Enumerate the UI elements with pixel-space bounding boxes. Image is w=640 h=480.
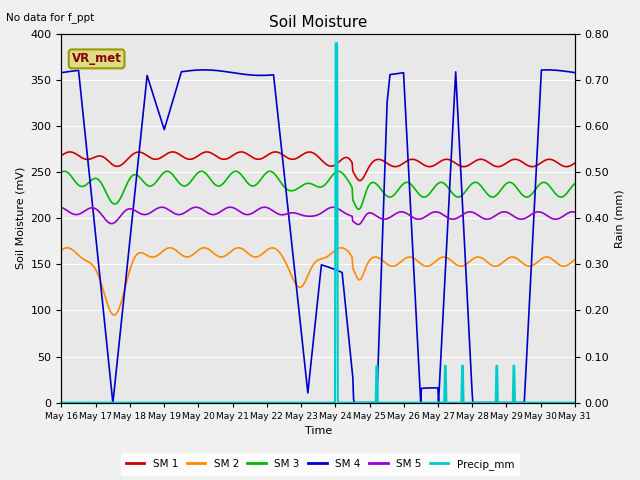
Text: VR_met: VR_met bbox=[72, 52, 122, 65]
Y-axis label: Rain (mm): Rain (mm) bbox=[615, 189, 625, 248]
Legend: SM 1, SM 2, SM 3, SM 4, SM 5, Precip_mm: SM 1, SM 2, SM 3, SM 4, SM 5, Precip_mm bbox=[120, 454, 520, 475]
Y-axis label: Soil Moisture (mV): Soil Moisture (mV) bbox=[15, 167, 25, 269]
Title: Soil Moisture: Soil Moisture bbox=[269, 15, 367, 30]
X-axis label: Time: Time bbox=[305, 426, 332, 436]
Text: No data for f_ppt: No data for f_ppt bbox=[6, 12, 95, 23]
